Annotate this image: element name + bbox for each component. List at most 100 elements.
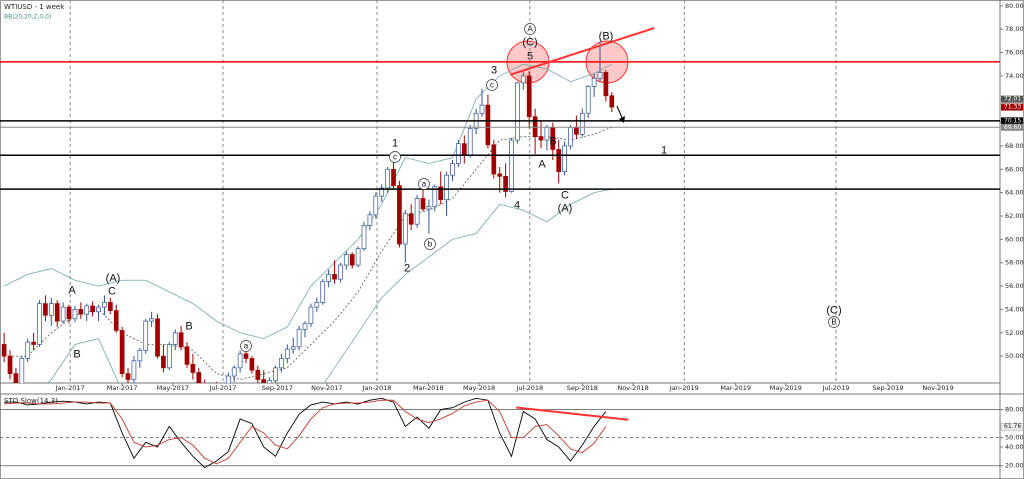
annotation: 5 (527, 50, 533, 62)
candle-body (343, 254, 349, 266)
candle-body (66, 306, 72, 320)
candle-body (349, 254, 355, 266)
y-tick-label: 50.00 (1005, 434, 1024, 442)
oscillator-line (4, 399, 607, 465)
annotation: (A) (558, 202, 573, 214)
x-tick-label: Jul-2018 (515, 384, 543, 392)
value-marker-label: 61.76 (1004, 423, 1021, 430)
x-tick-label: Sep-2019 (872, 384, 903, 392)
annotation: B (73, 348, 80, 360)
price-marker (1001, 95, 1023, 103)
annotation: 4 (514, 199, 520, 211)
x-tick-label: Jan-2017 (55, 384, 85, 392)
candle-body (326, 274, 331, 282)
candle-body (444, 174, 449, 201)
candle-body (249, 358, 255, 371)
price-marker (1001, 117, 1023, 125)
candle-body (143, 320, 149, 351)
candle-body (284, 348, 290, 359)
x-tick-label: Jul-2017 (209, 384, 237, 392)
annotation: b (428, 240, 433, 249)
candle-body (438, 186, 444, 201)
y-tick-label: 50.00 (1005, 352, 1024, 360)
x-tick-label: Mar-2019 (720, 384, 751, 392)
candle-body (509, 139, 514, 192)
x-tick-label: Nov-2018 (617, 384, 648, 392)
candle-body (556, 149, 562, 172)
candle-body (243, 353, 249, 359)
trend-line (510, 27, 655, 76)
candle-body (119, 330, 125, 375)
y-tick-label: 62.00 (1005, 212, 1024, 220)
panel-title: STO Slow(14,3) (4, 397, 58, 405)
annotation: A (527, 25, 533, 34)
annotation: a (422, 180, 427, 189)
candle-body (432, 186, 438, 208)
x-tick-label: Jul-2019 (822, 384, 850, 392)
annotation-circle (486, 79, 498, 91)
candle-body (503, 175, 508, 192)
candle-body (113, 310, 119, 331)
candle-body (149, 318, 154, 322)
y-tick-label: 20.00 (1005, 462, 1024, 470)
annotation-circle (828, 316, 840, 328)
candle-body (497, 173, 503, 177)
candle-body (420, 198, 426, 210)
y-tick-label: 52.00 (1005, 329, 1024, 337)
x-tick-label: Jan-2019 (669, 384, 699, 392)
candle-body (308, 306, 314, 324)
candle-body (273, 367, 278, 382)
candle-body (190, 363, 196, 373)
annotation: (C) (522, 36, 537, 48)
annotation: c (490, 81, 494, 90)
x-tick-label: Jan-2018 (362, 384, 392, 392)
candle-body (402, 213, 408, 245)
x-tick-label: Nov-2019 (922, 384, 953, 392)
candle-body (562, 145, 567, 172)
candle-body (161, 355, 166, 369)
annotation: B (831, 318, 836, 327)
candle-body (13, 373, 19, 383)
annotation-circle (524, 23, 536, 35)
candle-body (37, 303, 42, 345)
price-marker-label: 72.01 (1004, 96, 1021, 103)
candle-body (290, 346, 296, 350)
y-tick-label: 76.00 (1005, 49, 1024, 57)
annotation: B (549, 135, 556, 147)
candle-body (137, 349, 143, 362)
candle-body (302, 323, 308, 330)
candle-body (591, 77, 597, 87)
candle-body (7, 355, 13, 375)
y-tick-label: 68.00 (1005, 142, 1024, 150)
y-tick-label: 66.00 (1005, 165, 1024, 173)
candle-body (485, 104, 491, 146)
annotation: c (393, 153, 397, 162)
candle-body (48, 303, 54, 316)
candle-body (391, 168, 396, 187)
x-tick-label: Sep-2017 (262, 384, 293, 392)
candle-body (574, 126, 579, 135)
candle-body (96, 306, 101, 313)
candle-body (43, 303, 48, 316)
candle-body (172, 332, 178, 345)
candle-body (568, 126, 573, 147)
y-tick-label: 80.00 (1005, 406, 1024, 414)
candle-body (355, 248, 361, 266)
candle-body (491, 144, 497, 175)
candle-body (585, 86, 591, 114)
candle-body (155, 318, 160, 357)
annotation: B (185, 320, 192, 332)
candle-body (19, 358, 25, 383)
x-tick-label: May-2017 (157, 384, 189, 392)
candle-body (373, 195, 379, 216)
annotation: a (244, 342, 249, 351)
y-tick-label: 56.00 (1005, 282, 1024, 290)
annotation: 1 (392, 137, 398, 149)
candle-body (385, 168, 390, 189)
plot-area (1, 42, 615, 383)
oscillator-line (4, 397, 607, 469)
y-tick-label: 74.00 (1005, 72, 1024, 80)
y-tick-label: 58.00 (1005, 259, 1024, 267)
